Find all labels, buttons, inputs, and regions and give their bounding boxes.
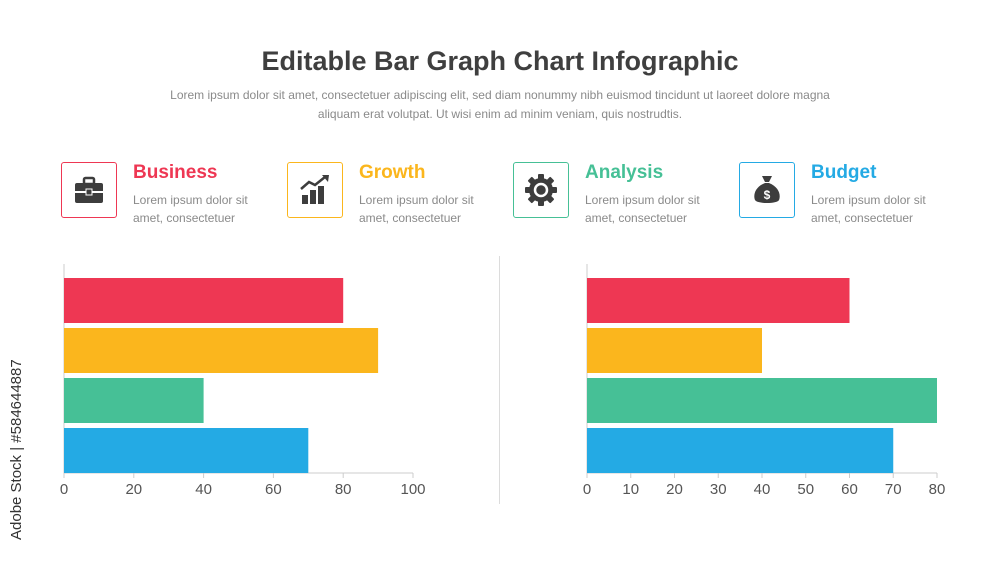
card-growth-desc: Lorem ipsum dolor sit amet, consectetuer [359, 193, 474, 225]
x-tick-label: 20 [125, 481, 142, 498]
watermark-text: Adobe Stock | #584644887 [8, 359, 25, 540]
x-tick-label: 100 [400, 481, 425, 498]
svg-text:$: $ [764, 188, 771, 202]
bar-chart-right: 0 10 20 30 40 50 60 70 80 [583, 264, 946, 498]
briefcase-icon-box [61, 162, 117, 218]
bar-budget [64, 428, 309, 473]
card-business-title: Business [133, 162, 218, 183]
x-tick-label: 70 [885, 481, 902, 498]
x-tick-label: 60 [841, 481, 858, 498]
gear-icon-box [513, 162, 569, 218]
bar-chart-left: 0 20 40 60 80 100 [60, 264, 426, 498]
briefcase-icon [75, 176, 103, 203]
growth-chart-icon [300, 175, 329, 204]
card-analysis-desc: Lorem ipsum dolor sit amet, consectetuer [585, 193, 700, 225]
x-tick-label: 40 [754, 481, 771, 498]
x-tick-label: 30 [710, 481, 727, 498]
money-bag-icon-box: $ [739, 162, 795, 218]
x-tick-label: 40 [195, 481, 212, 498]
page-title: Editable Bar Graph Chart Infographic [261, 46, 739, 76]
x-tick-label: 60 [265, 481, 282, 498]
bar-business [587, 278, 850, 323]
bar-analysis [587, 378, 937, 423]
card-budget-desc: Lorem ipsum dolor sit amet, consectetuer [811, 193, 926, 225]
card-analysis-title: Analysis [585, 162, 664, 183]
card-budget: $ Budget Lorem ipsum dolor sit amet, con… [739, 162, 959, 225]
chart-divider [499, 256, 500, 504]
card-business-desc: Lorem ipsum dolor sit amet, consectetuer [133, 193, 248, 225]
x-tick-label: 10 [622, 481, 639, 498]
page-subtitle: Lorem ipsum dolor sit amet, consectetuer… [170, 88, 830, 121]
card-growth: Growth Lorem ipsum dolor sit amet, conse… [287, 162, 507, 225]
x-tick-label: 80 [335, 481, 352, 498]
card-business: Business Lorem ipsum dolor sit amet, con… [61, 162, 281, 225]
x-tick-label: 20 [666, 481, 683, 498]
bar-budget [587, 428, 894, 473]
x-tick-label: 0 [60, 481, 68, 498]
bar-growth [64, 328, 379, 373]
money-bag-icon: $ [754, 176, 780, 203]
x-tick-label: 0 [583, 481, 591, 498]
card-budget-title: Budget [811, 162, 877, 183]
growth-icon-box [287, 162, 343, 218]
bar-business [64, 278, 344, 323]
x-tick-label: 80 [929, 481, 946, 498]
x-tick-label: 50 [797, 481, 814, 498]
card-analysis: Analysis Lorem ipsum dolor sit amet, con… [513, 162, 733, 225]
bar-analysis [64, 378, 204, 423]
bar-growth [587, 328, 762, 373]
card-growth-title: Growth [359, 162, 426, 183]
gear-icon [525, 174, 557, 206]
